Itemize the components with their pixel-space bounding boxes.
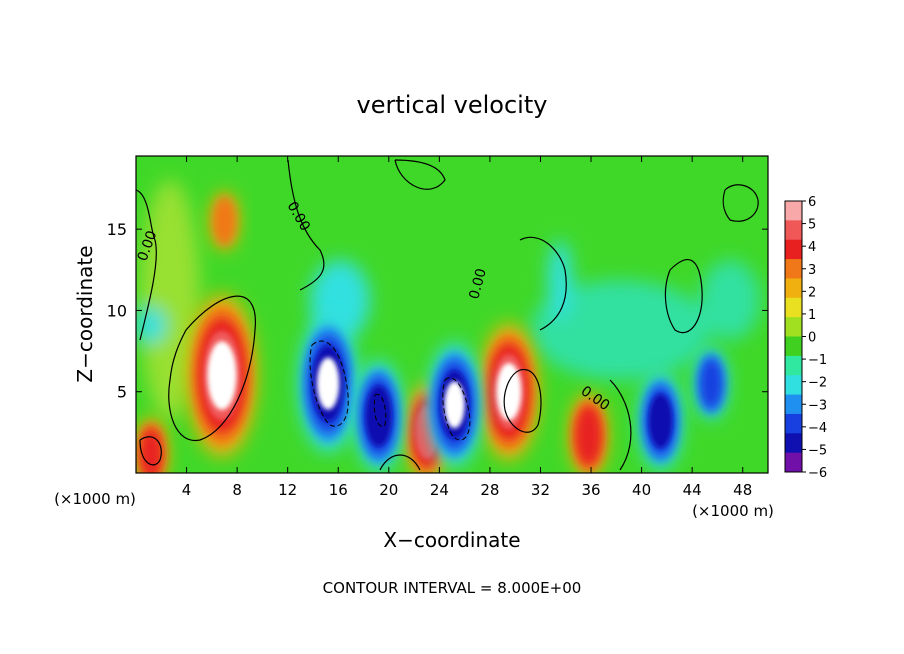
- colorbar-tick-label: −3: [808, 398, 827, 413]
- downdraft-cell: [298, 315, 358, 453]
- x-origin-unit-label: (×1000 m): [54, 490, 136, 508]
- y-tick-label: 5: [117, 383, 127, 402]
- contour-interval-note: CONTOUR INTERVAL = 8.000E+00: [323, 579, 582, 597]
- downdraft-cell: [427, 342, 482, 467]
- downdraft-cell: [694, 347, 728, 420]
- y-axis-label: Z−coordinate: [73, 245, 97, 382]
- colorbar-tick-label: −1: [808, 353, 827, 368]
- colorbar-swatch: [785, 201, 802, 221]
- colorbar-swatch: [785, 239, 802, 260]
- colorbar-tick-label: 6: [808, 195, 816, 210]
- x-tick-label: 32: [531, 481, 550, 499]
- colorbar-swatch: [785, 394, 802, 415]
- colorbar-swatch: [785, 375, 802, 396]
- colorbar-tick-label: −4: [808, 421, 827, 436]
- colorbar-swatch: [785, 433, 802, 454]
- colorbar-swatch: [785, 297, 802, 318]
- downdraft-cell: [354, 360, 403, 472]
- x-tick-label: 20: [379, 481, 398, 499]
- colorbar-swatch: [785, 336, 802, 357]
- colorbar-tick-label: 3: [808, 263, 816, 278]
- updraft-cell: [136, 417, 168, 473]
- x-tick-label: 48: [733, 481, 752, 499]
- chart-title: vertical velocity: [357, 91, 548, 119]
- updraft-cell: [187, 293, 257, 457]
- x-tick-label: 24: [430, 481, 449, 499]
- x-tick-label: 4: [182, 481, 192, 499]
- colorbar-tick-label: −5: [808, 443, 827, 458]
- colorbar: 6 5 4 3 2 1 0 −1 −2 −3 −4 −5 −6: [784, 195, 827, 481]
- updraft-cell: [479, 323, 539, 461]
- colorbar-swatch: [785, 220, 802, 241]
- x-tick-label: 12: [278, 481, 297, 499]
- y-tick-label: 10: [107, 301, 127, 320]
- x-axis: 4 8 12 16 20 24 28 32 36 40 44 48: [182, 156, 752, 499]
- colorbar-tick-label: 4: [808, 240, 816, 255]
- colorbar-swatch: [785, 452, 802, 473]
- x-tick-label: 44: [683, 481, 702, 499]
- x-axis-label: X−coordinate: [383, 528, 520, 552]
- colorbar-tick-label: 2: [808, 285, 816, 300]
- updraft-cell: [569, 393, 608, 473]
- plot-frame: [135, 155, 769, 474]
- y-tick-label: 15: [107, 220, 127, 239]
- updraft-cell: [210, 191, 239, 251]
- y-axis: 5 10 15: [107, 220, 768, 402]
- colorbar-tick-label: −6: [808, 466, 827, 481]
- negative-contours: [309, 340, 471, 441]
- colorbar-swatch: [785, 413, 802, 434]
- x-axis-unit-label: (×1000 m): [692, 502, 774, 520]
- colorbar-swatch: [785, 278, 802, 299]
- colorbar-tick-label: −2: [808, 376, 827, 391]
- colorbar-tick-label: 0: [808, 331, 816, 346]
- colorbar-swatch: [785, 355, 802, 376]
- contour-label: 0.00: [466, 267, 490, 301]
- x-tick-label: 40: [632, 481, 651, 499]
- colorbar-tick-label: 5: [808, 218, 816, 233]
- colorbar-swatch: [785, 317, 802, 337]
- velocity-field: 0.00 0.00 0.00 0.00: [136, 156, 768, 473]
- x-tick-label: 28: [480, 481, 499, 499]
- colorbar-swatch: [785, 259, 802, 279]
- x-tick-label: 16: [329, 481, 348, 499]
- contour-lines: [136, 159, 759, 471]
- downdraft-cell: [638, 371, 683, 470]
- colorbar-tick-label: 1: [808, 308, 816, 323]
- x-tick-label: 8: [232, 481, 242, 499]
- x-tick-label: 36: [581, 481, 600, 499]
